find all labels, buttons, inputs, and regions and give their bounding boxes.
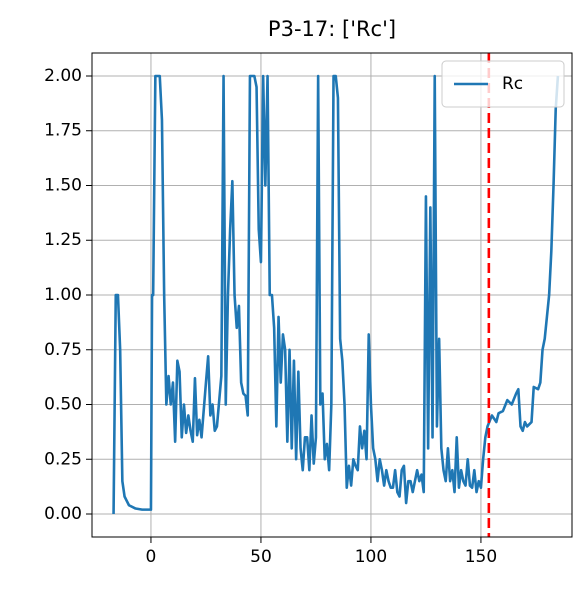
- x-tick-label: 100: [355, 547, 387, 567]
- y-tick-label: 1.75: [44, 121, 82, 141]
- y-tick-label: 0.25: [44, 449, 82, 469]
- plot-frame: [91, 52, 573, 538]
- y-tick-label: 1.50: [44, 175, 82, 195]
- chart-title: P3-17: ['Rc']: [268, 17, 396, 41]
- y-tick-label: 0.75: [44, 340, 82, 360]
- y-tick-label: 0.00: [44, 504, 82, 524]
- legend-box: [441, 60, 565, 108]
- y-tick-label: 0.50: [44, 395, 82, 415]
- x-tick-label: 150: [465, 547, 497, 567]
- legend-label: Rc: [502, 74, 523, 94]
- x-tick-label: 50: [250, 547, 272, 567]
- y-tick-label: 1.00: [44, 285, 82, 305]
- data-line: [112, 74, 560, 515]
- y-tick-label: 1.25: [44, 230, 82, 250]
- y-tick-label: 2.00: [44, 66, 82, 86]
- x-tick-label: 0: [146, 547, 157, 567]
